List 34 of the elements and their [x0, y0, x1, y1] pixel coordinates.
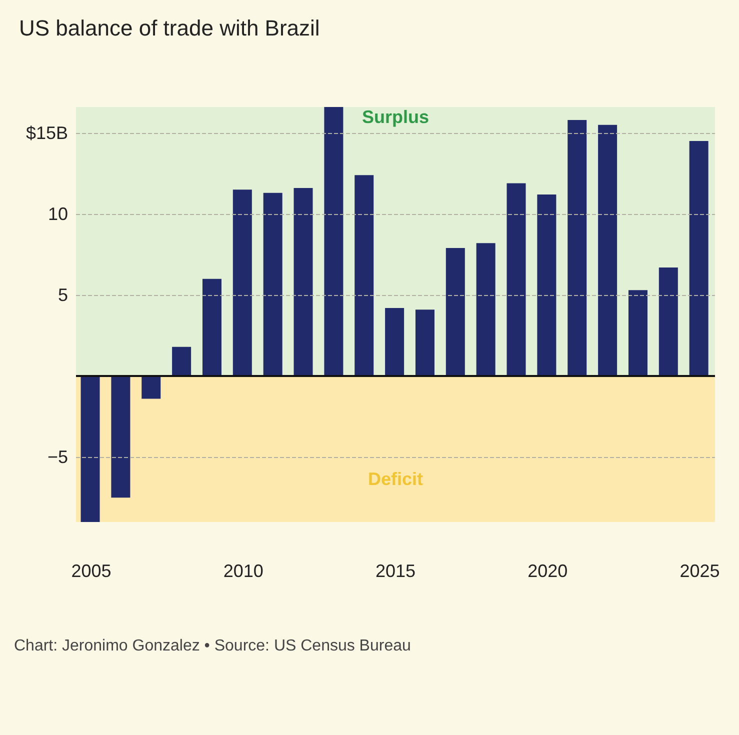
bar — [111, 376, 130, 498]
bar — [202, 278, 222, 376]
bar — [142, 376, 161, 399]
y-tick-label: −5 — [47, 447, 68, 468]
chart-title: US balance of trade with Brazil — [19, 16, 320, 40]
bar — [658, 267, 678, 376]
bar — [294, 188, 313, 376]
x-tick-label: 2015 — [375, 561, 416, 581]
bar — [568, 120, 587, 376]
y-tick-label: 5 — [58, 285, 68, 306]
bar — [232, 190, 252, 376]
bar — [354, 175, 374, 376]
bar — [172, 346, 192, 376]
bar — [506, 183, 526, 376]
band-label: Surplus — [362, 107, 430, 127]
text: Chart: Jeronimo Gonzalez • Source: US Census Bureau — [14, 638, 411, 654]
bar — [537, 194, 556, 376]
bar — [598, 124, 618, 376]
bar — [80, 376, 100, 522]
bar — [628, 290, 648, 376]
y-tick-label: 10 — [48, 204, 68, 224]
bar — [385, 308, 404, 376]
bar — [324, 107, 344, 376]
bar — [689, 141, 708, 376]
x-tick-label: 2025 — [680, 561, 720, 581]
x-tick-label: 2010 — [223, 561, 264, 581]
x-tick-label: 2020 — [528, 561, 568, 581]
bar — [446, 248, 465, 376]
bar — [263, 192, 282, 376]
x-tick-label: 2005 — [71, 561, 112, 581]
bar — [476, 243, 496, 376]
y-tick-label: $15B — [26, 122, 68, 143]
bar — [415, 310, 434, 376]
band-label: Deficit — [368, 469, 424, 490]
